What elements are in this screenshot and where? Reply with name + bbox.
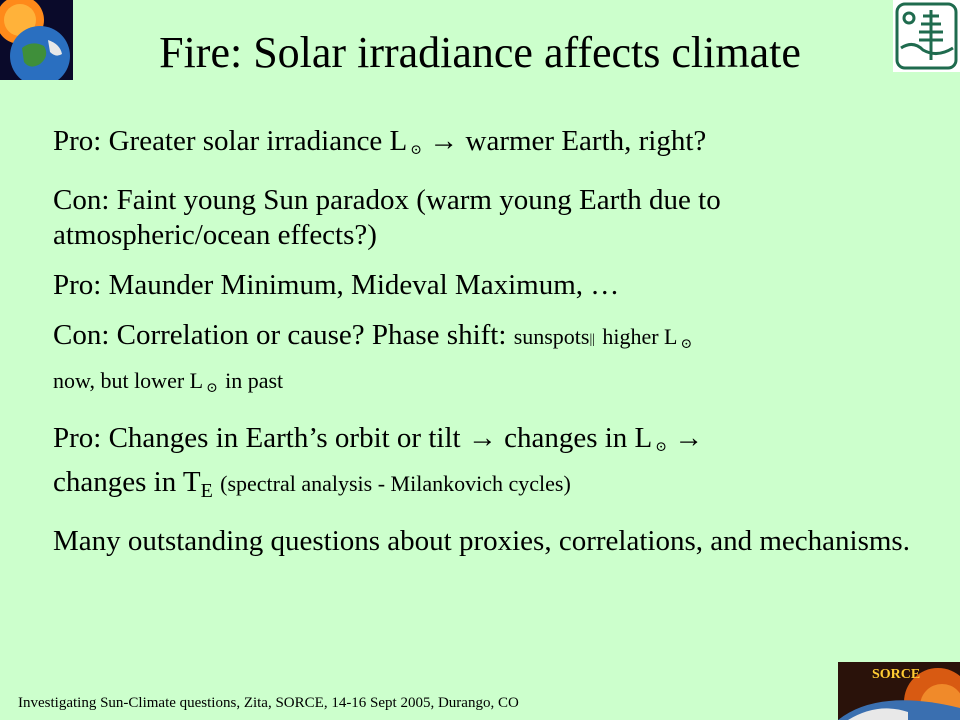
bullet-text: changes in T	[53, 466, 201, 498]
bullet-many-questions: Many outstanding questions about proxies…	[53, 524, 933, 559]
bullet-small-text: sunspots	[513, 324, 590, 349]
bullet-text: Pro: Maunder Minimum, Mideval Maximum, …	[53, 269, 620, 301]
arrow-symbol: →	[674, 422, 704, 454]
bullet-text: Con: Correlation or cause? Phase shift:	[53, 319, 514, 351]
bullet-text: Con: Faint young Sun paradox (warm young…	[53, 184, 721, 251]
bullet-small-text: (spectral analysis - Milankovich cycles)	[220, 471, 571, 496]
bullet-con-correlation: Con: Correlation or cause? Phase shift: …	[53, 318, 933, 406]
bullet-text: changes in L	[504, 422, 653, 454]
bullet-text: Many outstanding questions about proxies…	[53, 525, 910, 557]
bullet-small-text: in past	[225, 368, 284, 393]
arrow-symbol: →	[467, 422, 497, 454]
bullet-pro-irradiance: Pro: Greater solar irradiance L ⊙ → warme…	[53, 124, 933, 168]
forest-logo	[893, 0, 960, 72]
sun-symbol: ⊙	[206, 381, 218, 396]
sorce-logo-label: SORCE	[872, 667, 920, 682]
sorce-logo: SORCE	[838, 662, 960, 720]
arrow-symbol: →	[429, 125, 459, 157]
bullet-list: Pro: Greater solar irradiance L ⊙ → warme…	[53, 124, 933, 574]
sun-symbol: ⊙	[655, 440, 667, 455]
slide-title: Fire: Solar irradiance affects climate	[159, 28, 801, 77]
bullet-text: Pro: Greater solar irradiance L	[53, 125, 408, 157]
subscript-e: E	[200, 480, 213, 502]
earth-sun-logo	[0, 0, 73, 80]
bullet-text: Pro: Changes in Earth’s orbit or tilt	[53, 422, 461, 454]
bullet-pro-orbit: Pro: Changes in Earth’s orbit or tilt → …	[53, 421, 933, 509]
bullet-text: warmer Earth, right?	[465, 125, 707, 157]
bullet-small-text: now, but lower L	[53, 368, 204, 393]
bullet-pro-maunder: Pro: Maunder Minimum, Mideval Maximum, …	[53, 268, 933, 303]
bullet-con-faint-sun: Con: Faint young Sun paradox (warm young…	[53, 183, 933, 253]
parallel-symbol: ||	[589, 332, 596, 347]
sun-symbol: ⊙	[410, 143, 423, 158]
footer-citation: Investigating Sun-Climate questions, Zit…	[18, 695, 519, 711]
sun-symbol: ⊙	[680, 337, 693, 352]
bullet-small-text: higher L	[602, 324, 678, 349]
